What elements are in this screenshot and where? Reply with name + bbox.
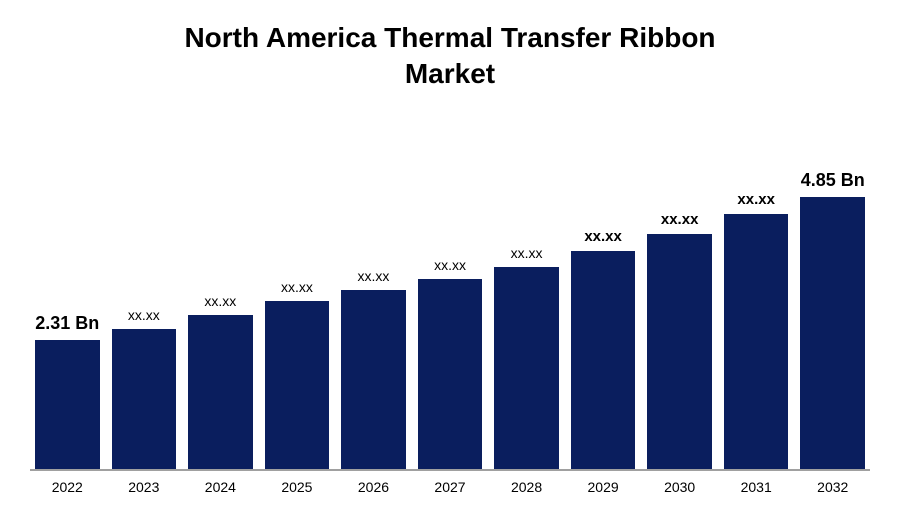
x-axis-label: 2025	[265, 479, 330, 495]
bar-group: 2.31 Bn	[35, 123, 100, 469]
bar-value-label: xx.xx	[584, 228, 622, 245]
bar-value-label: xx.xx	[661, 211, 699, 228]
x-axis-label: 2032	[800, 479, 865, 495]
bar-group: xx.xx	[112, 123, 177, 469]
bar	[341, 290, 406, 469]
bar	[265, 301, 330, 469]
bar-value-label: xx.xx	[737, 191, 775, 208]
chart-container: 2.31 Bn xx.xx xx.xx xx.xx xx.xx xx.xx xx.xx xx.…	[30, 123, 870, 495]
bar-value-label: xx.xx	[434, 257, 466, 273]
bar-group: xx.xx	[418, 123, 483, 469]
bar-group: xx.xx	[188, 123, 253, 469]
bar-value-label: xx.xx	[281, 279, 313, 295]
bar-value-label: 2.31 Bn	[35, 313, 99, 334]
bar-group: xx.xx	[341, 123, 406, 469]
bar	[188, 315, 253, 469]
bar-value-label: xx.xx	[128, 307, 160, 323]
bar-group: xx.xx	[265, 123, 330, 469]
bar	[647, 234, 712, 469]
bar	[724, 214, 789, 469]
x-axis-label: 2029	[571, 479, 636, 495]
bar-value-label: xx.xx	[204, 293, 236, 309]
bar-group: xx.xx	[724, 123, 789, 469]
bar-group: xx.xx	[647, 123, 712, 469]
x-axis-label: 2024	[188, 479, 253, 495]
x-axis-label: 2023	[112, 479, 177, 495]
bar	[418, 279, 483, 469]
plot-area: 2.31 Bn xx.xx xx.xx xx.xx xx.xx xx.xx xx.xx xx.…	[30, 123, 870, 471]
bar	[494, 267, 559, 469]
chart-title: North America Thermal Transfer Ribbon Ma…	[30, 20, 870, 93]
bar	[35, 340, 100, 469]
x-axis-label: 2031	[724, 479, 789, 495]
bar-group: 4.85 Bn	[800, 123, 865, 469]
bar-value-label: xx.xx	[358, 268, 390, 284]
bar	[112, 329, 177, 469]
x-axis-label: 2030	[647, 479, 712, 495]
chart-title-line2: Market	[30, 56, 870, 92]
bar-value-label: xx.xx	[511, 245, 543, 261]
x-axis-label: 2026	[341, 479, 406, 495]
bar-value-label: 4.85 Bn	[801, 170, 865, 191]
bar-group: xx.xx	[571, 123, 636, 469]
bar	[571, 251, 636, 469]
x-axis-label: 2022	[35, 479, 100, 495]
bar	[800, 197, 865, 469]
x-axis: 2022 2023 2024 2025 2026 2027 2028 2029 2030 2031…	[30, 471, 870, 495]
bar-group: xx.xx	[494, 123, 559, 469]
x-axis-label: 2028	[494, 479, 559, 495]
x-axis-label: 2027	[418, 479, 483, 495]
chart-title-line1: North America Thermal Transfer Ribbon	[30, 20, 870, 56]
